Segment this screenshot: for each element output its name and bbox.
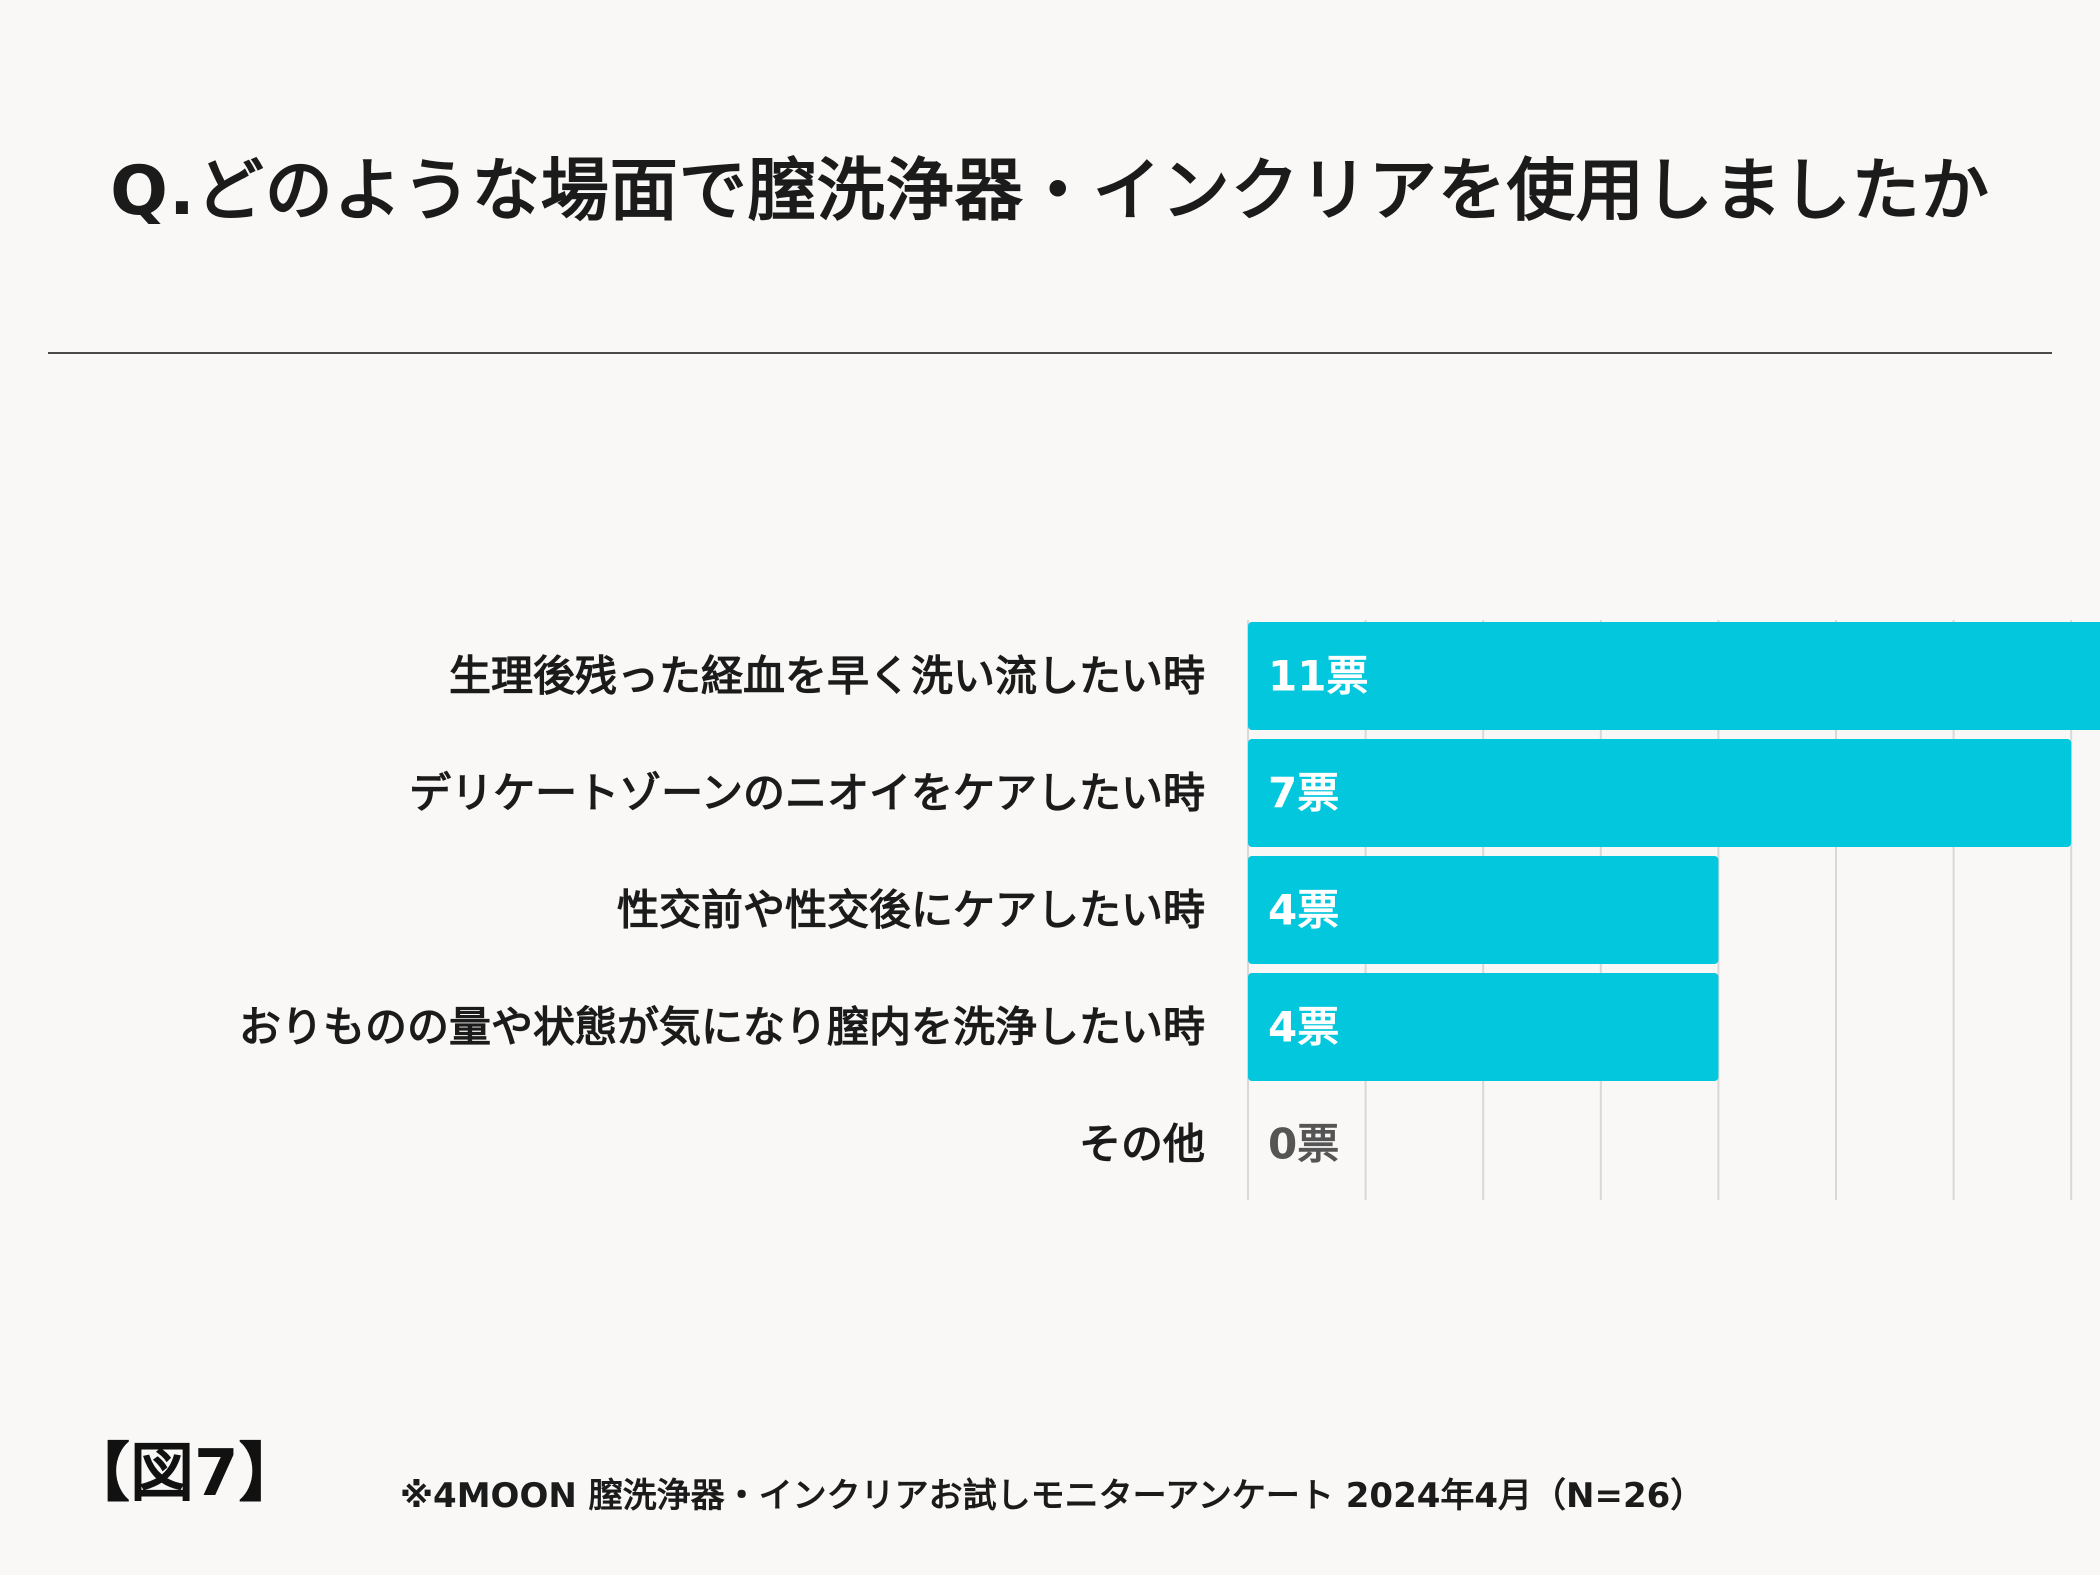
bar bbox=[1248, 856, 1719, 964]
value-label: 4票 bbox=[1268, 1003, 1339, 1052]
bar bbox=[1248, 622, 2100, 730]
category-label: おりものの量や状態が気になり膣内を洗浄したい時 bbox=[239, 1003, 1205, 1052]
category-label: 生理後残った経血を早く洗い流したい時 bbox=[449, 652, 1205, 701]
value-label: 0票 bbox=[1268, 1120, 1339, 1169]
value-label: 4票 bbox=[1268, 886, 1339, 935]
category-label: その他 bbox=[1079, 1120, 1205, 1169]
figure-label: 【図7】 bbox=[66, 1437, 303, 1511]
value-label: 11票 bbox=[1268, 652, 1368, 701]
title-divider bbox=[48, 352, 2052, 354]
category-label: 性交前や性交後にケアしたい時 bbox=[617, 886, 1205, 935]
bar bbox=[1248, 973, 1719, 1081]
page-title: Q.どのような場面で膣洗浄器・インクリアを使用しましたか bbox=[110, 152, 1990, 231]
category-label: デリケートゾーンのニオイをケアしたい時 bbox=[409, 769, 1205, 818]
value-label: 7票 bbox=[1268, 769, 1339, 818]
source-note: ※4MOON 膣洗浄器・インクリアお試しモニターアンケート 2024年4月（N=… bbox=[400, 1476, 1705, 1516]
bar bbox=[1248, 739, 2072, 847]
